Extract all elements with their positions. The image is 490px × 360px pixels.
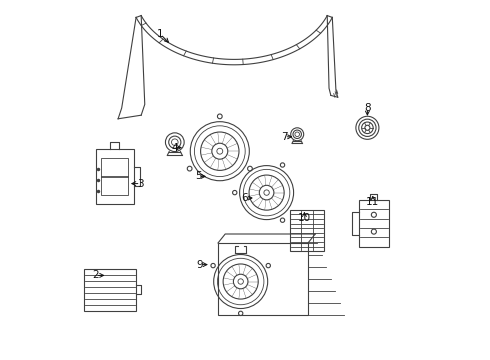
Text: 8: 8 [364, 103, 371, 113]
Bar [101, 158, 128, 177]
Bar [84, 269, 136, 310]
Text: 11: 11 [366, 197, 379, 207]
Text: 1: 1 [157, 29, 164, 39]
Text: 7: 7 [281, 132, 288, 142]
Bar [359, 200, 389, 247]
Bar [218, 243, 308, 315]
Text: 9: 9 [196, 260, 203, 270]
Bar [96, 148, 134, 204]
Text: 5: 5 [195, 171, 201, 181]
Text: 10: 10 [298, 213, 311, 223]
Text: 3: 3 [137, 179, 144, 189]
Bar [101, 176, 128, 195]
Text: 6: 6 [242, 193, 248, 203]
Text: 4: 4 [172, 143, 178, 153]
Text: 2: 2 [92, 270, 99, 280]
Bar [290, 210, 324, 251]
